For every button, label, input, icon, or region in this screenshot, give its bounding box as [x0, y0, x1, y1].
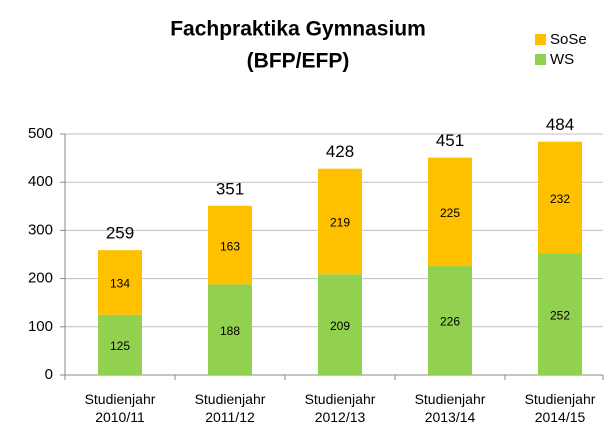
- x-tick-label: Studienjahr 2010/11: [85, 391, 156, 425]
- bar-segment: [428, 266, 472, 375]
- data-label: 225: [440, 206, 460, 220]
- x-tick-label: Studienjahr 2011/12: [195, 391, 266, 425]
- y-tick-label: 0: [45, 366, 53, 383]
- chart-title: Fachpraktika Gymnasium: [170, 18, 426, 41]
- total-label: 484: [546, 115, 574, 134]
- total-label: 451: [436, 131, 464, 150]
- bar-segment: [538, 141, 582, 254]
- data-label: 188: [220, 324, 240, 338]
- legend-label: SoSe: [550, 31, 587, 48]
- y-tick-label: 300: [28, 221, 53, 238]
- data-label: 163: [220, 239, 240, 253]
- y-tick-label: 100: [28, 318, 53, 335]
- data-label: 134: [110, 277, 130, 291]
- data-label: 252: [550, 308, 570, 322]
- data-label: 232: [550, 192, 570, 206]
- y-tick-label: 200: [28, 270, 53, 287]
- bar-segment: [98, 314, 142, 375]
- total-label: 351: [216, 179, 244, 198]
- bar-segment: [318, 168, 362, 275]
- legend-swatch: [535, 54, 546, 65]
- bar-segment: [98, 250, 142, 315]
- legend-label: WS: [550, 51, 574, 68]
- bar-segment: [318, 274, 362, 375]
- total-label: 259: [106, 224, 134, 243]
- bar-segment: [538, 253, 582, 375]
- legend-swatch: [535, 34, 546, 45]
- data-label: 226: [440, 315, 460, 329]
- x-tick-label: Studienjahr 2012/13: [305, 391, 376, 425]
- data-label: 125: [110, 339, 130, 353]
- total-label: 428: [326, 142, 354, 161]
- chart-subtitle: (BFP/EFP): [247, 50, 350, 73]
- y-tick-label: 500: [28, 125, 53, 142]
- x-tick-label: Studienjahr 2014/15: [525, 391, 596, 425]
- y-tick-label: 400: [28, 173, 53, 190]
- data-label: 219: [330, 216, 350, 230]
- bar-segment: [208, 205, 252, 285]
- bar-segment: [208, 284, 252, 375]
- x-tick-label: Studienjahr 2013/14: [415, 391, 486, 425]
- bar-segment: [428, 157, 472, 267]
- data-label: 209: [330, 319, 350, 333]
